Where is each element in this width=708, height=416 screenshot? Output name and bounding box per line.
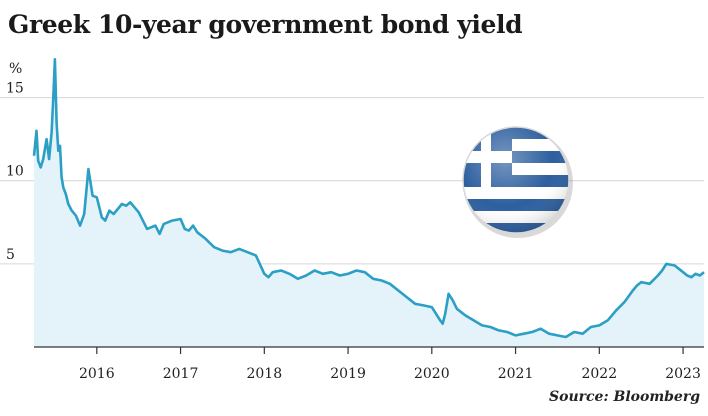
- chart-title: Greek 10-year government bond yield: [8, 10, 523, 39]
- greek-flag-icon: [462, 126, 573, 238]
- x-tick-label: 2020: [414, 366, 450, 382]
- x-tick-label: 2022: [581, 366, 617, 382]
- y-axis-ticks: 5 10 15: [6, 81, 24, 263]
- x-tick-label: 2023: [665, 366, 701, 382]
- yield-area-fill: [34, 59, 704, 348]
- y-axis-unit-label: %: [9, 61, 23, 77]
- x-tick-label: 2017: [163, 366, 199, 382]
- x-tick-label: 2018: [246, 366, 282, 382]
- yield-line: [32, 58, 705, 339]
- y-tick-label: 5: [6, 247, 15, 263]
- x-tick-label: 2019: [330, 366, 366, 382]
- x-tick-label: 2021: [498, 366, 534, 382]
- x-axis-ticks: 2016 2017 2018 2019 2020 2021 2022 2023: [79, 347, 701, 382]
- x-tick-label: 2016: [79, 366, 115, 382]
- y-tick-label: 15: [6, 81, 24, 97]
- y-tick-label: 10: [6, 164, 24, 180]
- source-label: Source: Bloomberg: [549, 389, 700, 405]
